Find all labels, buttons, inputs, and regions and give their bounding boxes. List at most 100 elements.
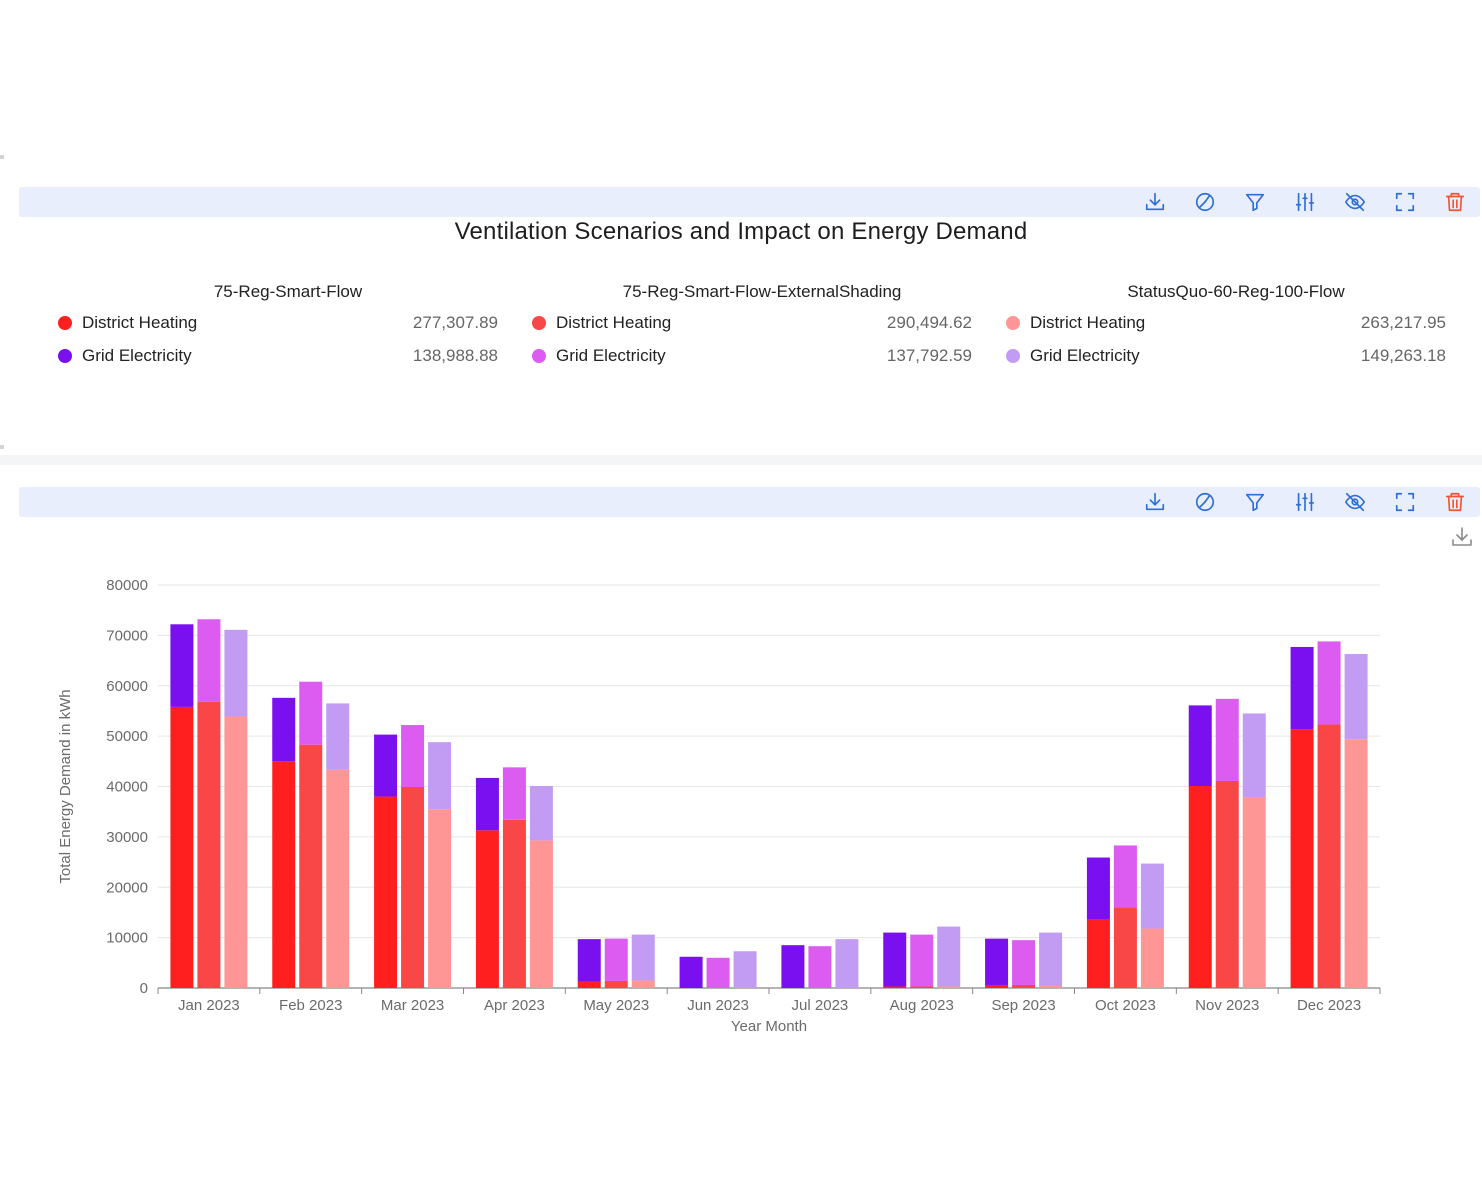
bar-grid-electricity: 75-Reg-Smart-Flow-ExternalShading – Grid… <box>401 725 425 788</box>
trash-icon <box>1445 492 1465 512</box>
legend-row-grid-electricity: Grid Electricity 149,263.18 <box>1006 339 1446 372</box>
bar-grid-electricity: 75-Reg-Smart-Flow-ExternalShading – Grid… <box>1317 641 1341 725</box>
bar-district-heating: 75-Reg-Smart-Flow – District Heating: 40… <box>1188 785 1212 988</box>
export-chart-button[interactable] <box>1450 525 1474 549</box>
y-axis-title: Total Energy Demand in kWh <box>57 689 74 883</box>
eye-off-icon <box>1345 192 1365 212</box>
chart-type-button[interactable] <box>1180 187 1230 217</box>
bar-grid-electricity: StatusQuo-60-Reg-100-Flow – Grid Electri… <box>1039 932 1063 986</box>
x-tick-label: Jun 2023 <box>687 997 749 1014</box>
bar-district-heating: 75-Reg-Smart-Flow-ExternalShading – Dist… <box>604 980 628 988</box>
bar-grid-electricity: StatusQuo-60-Reg-100-Flow – Grid Electri… <box>1242 713 1266 798</box>
resize-handle[interactable] <box>0 155 4 159</box>
bar-grid-electricity: StatusQuo-60-Reg-100-Flow – Grid Electri… <box>529 785 553 841</box>
panel-separator <box>0 455 1482 465</box>
x-tick-label: Apr 2023 <box>484 997 545 1014</box>
bar-grid-electricity: 75-Reg-Smart-Flow – Grid Electricity: 10… <box>883 932 907 987</box>
bar-grid-electricity: 75-Reg-Smart-Flow-ExternalShading – Grid… <box>1113 845 1137 908</box>
legend-dot <box>532 349 546 363</box>
bar-grid-electricity: 75-Reg-Smart-Flow – Grid Electricity: 62… <box>679 956 703 988</box>
bar-grid-electricity: 75-Reg-Smart-Flow-ExternalShading – Grid… <box>299 681 323 745</box>
bar-district-heating: StatusQuo-60-Reg-100-Flow – District Hea… <box>1242 797 1266 988</box>
filter-button[interactable] <box>1230 487 1280 517</box>
bar-grid-electricity: 75-Reg-Smart-Flow – Grid Electricity: 16… <box>1188 705 1212 786</box>
bar-district-heating: 75-Reg-Smart-Flow-ExternalShading – Dist… <box>1215 780 1239 988</box>
bar-district-heating: 75-Reg-Smart-Flow-ExternalShading – Dist… <box>1113 907 1137 988</box>
bar-grid-electricity: 75-Reg-Smart-Flow-ExternalShading – Grid… <box>910 934 934 987</box>
y-tick-label: 50000 <box>106 728 148 745</box>
bar-district-heating: 75-Reg-Smart-Flow-ExternalShading – Dist… <box>910 986 934 988</box>
legend-row-district-heating: District Heating 290,494.62 <box>532 306 972 339</box>
y-tick-label: 40000 <box>106 779 148 796</box>
bar-district-heating: 75-Reg-Smart-Flow – District Heating: 13… <box>1086 918 1110 988</box>
delete-button[interactable] <box>1430 187 1480 217</box>
legend-label: District Heating <box>1030 313 1146 332</box>
filter-icon <box>1245 493 1265 512</box>
bar-district-heating: 75-Reg-Smart-Flow-ExternalShading – Dist… <box>502 819 526 988</box>
bar-district-heating: 75-Reg-Smart-Flow-ExternalShading – Dist… <box>197 701 221 988</box>
legend-dot <box>1006 349 1020 363</box>
bar-district-heating: 75-Reg-Smart-Flow-ExternalShading – Dist… <box>1012 984 1036 988</box>
bar-grid-electricity: 75-Reg-Smart-Flow – Grid Electricity: 16… <box>1290 646 1314 730</box>
bar-district-heating: 75-Reg-Smart-Flow-ExternalShading – Dist… <box>401 787 425 988</box>
bar-grid-electricity: 75-Reg-Smart-Flow – Grid Electricity: 16… <box>170 624 194 707</box>
fullscreen-icon <box>1395 492 1415 512</box>
bar-district-heating: 75-Reg-Smart-Flow – District Heating: 38… <box>374 796 398 988</box>
y-tick-label: 20000 <box>106 879 148 896</box>
trash-icon <box>1445 192 1465 212</box>
scenario-name: StatusQuo-60-Reg-100-Flow <box>1127 282 1345 301</box>
legend-value: 263,217.95 <box>1360 313 1446 332</box>
settings-button[interactable] <box>1280 487 1330 517</box>
y-tick-label: 10000 <box>106 930 148 947</box>
download-button[interactable] <box>1130 187 1180 217</box>
hide-button[interactable] <box>1330 487 1380 517</box>
summary-title: Ventilation Scenarios and Impact on Ener… <box>454 218 1028 245</box>
bar-grid-electricity: 75-Reg-Smart-Flow-ExternalShading – Grid… <box>502 767 526 820</box>
download-button[interactable] <box>1130 487 1180 517</box>
legend-row-district-heating: District Heating 263,217.95 <box>1006 306 1446 339</box>
chart-toolbar <box>19 487 1480 517</box>
bar-district-heating: 75-Reg-Smart-Flow – District Heating: 31… <box>475 830 499 988</box>
y-tick-label: 60000 <box>106 678 148 695</box>
bar-district-heating: 75-Reg-Smart-Flow – District Heating: 51… <box>1290 729 1314 988</box>
bar-district-heating: StatusQuo-60-Reg-100-Flow – District Hea… <box>1140 928 1164 988</box>
bar-grid-electricity: 75-Reg-Smart-Flow – Grid Electricity: 12… <box>272 697 296 762</box>
legend-label: District Heating <box>556 313 672 332</box>
summary-toolbar <box>19 187 1480 217</box>
fullscreen-button[interactable] <box>1380 187 1430 217</box>
filter-icon <box>1245 193 1265 212</box>
resize-handle[interactable] <box>0 445 4 449</box>
chart-type-button[interactable] <box>1180 487 1230 517</box>
delete-button[interactable] <box>1430 487 1480 517</box>
bar-grid-electricity: StatusQuo-60-Reg-100-Flow – Grid Electri… <box>428 742 452 810</box>
x-tick-label: Sep 2023 <box>991 997 1055 1014</box>
x-tick-label: May 2023 <box>583 997 649 1014</box>
legend-label: District Heating <box>82 313 198 332</box>
fullscreen-icon <box>1395 192 1415 212</box>
bar-district-heating: 75-Reg-Smart-Flow – District Heating: 60… <box>985 984 1009 988</box>
scenario-name: 75-Reg-Smart-Flow <box>213 282 363 301</box>
sliders-icon <box>1295 492 1315 512</box>
bar-grid-electricity: 75-Reg-Smart-Flow-ExternalShading – Grid… <box>1012 940 1036 985</box>
bar-grid-electricity: 75-Reg-Smart-Flow-ExternalShading – Grid… <box>604 938 628 981</box>
download-icon <box>1452 527 1472 546</box>
legend-value: 138,988.88 <box>412 346 498 365</box>
bar-district-heating: 75-Reg-Smart-Flow – District Heating: 13… <box>577 981 601 988</box>
bar-grid-electricity: StatusQuo-60-Reg-100-Flow – Grid Electri… <box>1140 863 1164 929</box>
y-tick-label: 80000 <box>106 577 148 594</box>
legend-value: 290,494.62 <box>886 313 972 332</box>
x-tick-label: Mar 2023 <box>381 997 444 1014</box>
bar-grid-electricity: StatusQuo-60-Reg-100-Flow – Grid Electri… <box>1344 654 1368 740</box>
filter-button[interactable] <box>1230 187 1280 217</box>
settings-button[interactable] <box>1280 187 1330 217</box>
bar-grid-electricity: 75-Reg-Smart-Flow-ExternalShading – Grid… <box>197 619 221 702</box>
bar-grid-electricity: 75-Reg-Smart-Flow – Grid Electricity: 85… <box>781 945 805 988</box>
fullscreen-button[interactable] <box>1380 487 1430 517</box>
bar-district-heating: StatusQuo-60-Reg-100-Flow – District Hea… <box>1344 739 1368 988</box>
bar-grid-electricity: StatusQuo-60-Reg-100-Flow – Grid Electri… <box>631 934 655 981</box>
bar-district-heating: StatusQuo-60-Reg-100-Flow – District Hea… <box>428 809 452 988</box>
hide-button[interactable] <box>1330 187 1380 217</box>
pie-chart-icon <box>1195 192 1215 212</box>
eye-off-icon <box>1345 492 1365 512</box>
